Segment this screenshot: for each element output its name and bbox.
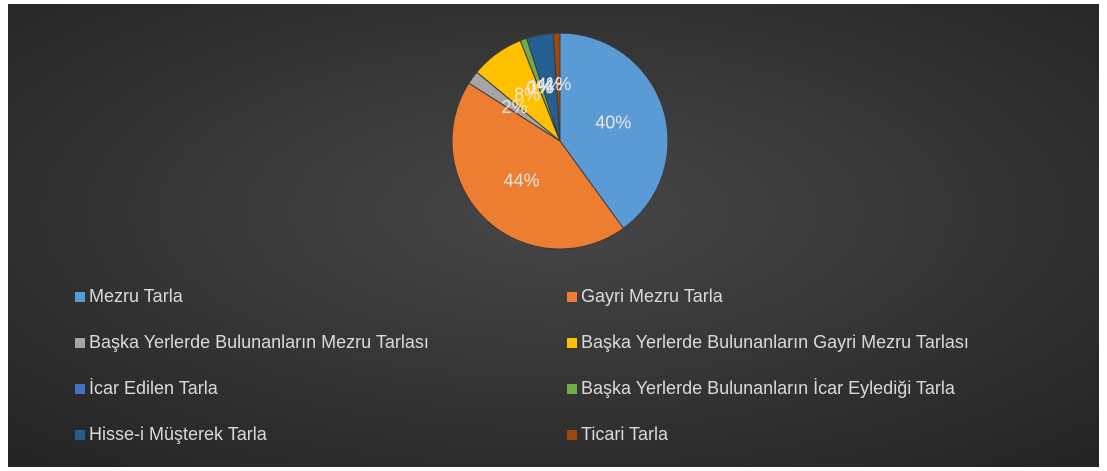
chart: 40% 44% 2%8%0%1%4%1% Mezru Tarla Gayri Mezru… [8,4,1099,467]
pie-slice [559,32,669,230]
legend-swatch [75,292,85,302]
legend-swatch [75,430,85,440]
legend-label: Hisse-i Müşterek Tarla [89,424,268,444]
legend-swatch [75,338,85,348]
data-label: 40% [595,112,631,132]
data-label: 2% [502,97,528,117]
legend-swatch [567,430,577,440]
legend-swatch [567,384,577,394]
legend-label: Mezru Tarla [89,286,184,306]
legend-swatch [567,338,577,348]
data-label: 44% [504,171,540,191]
legend-label: Başka Yerlerde Bulunanların Gayri Mezru … [581,332,969,352]
data-label: 4% [536,75,562,95]
legend-label: Ticari Tarla [581,424,669,444]
legend-label: Başka Yerlerde Bulunanların İcar Eylediğ… [581,378,956,398]
legend-swatch [567,292,577,302]
data-label: 1% [528,77,554,97]
legend-label: Gayri Mezru Tarla [581,286,724,306]
pie-slice [552,32,561,142]
pie-slice [451,82,625,250]
data-label: 0% [526,78,552,98]
legend-label: Başka Yerlerde Bulunanların Mezru Tarlas… [89,332,429,352]
legend-label: İcar Edilen Tarla [89,378,219,398]
data-label: 1% [545,74,571,94]
legend-swatch [75,384,85,394]
data-label: 8% [514,84,540,104]
